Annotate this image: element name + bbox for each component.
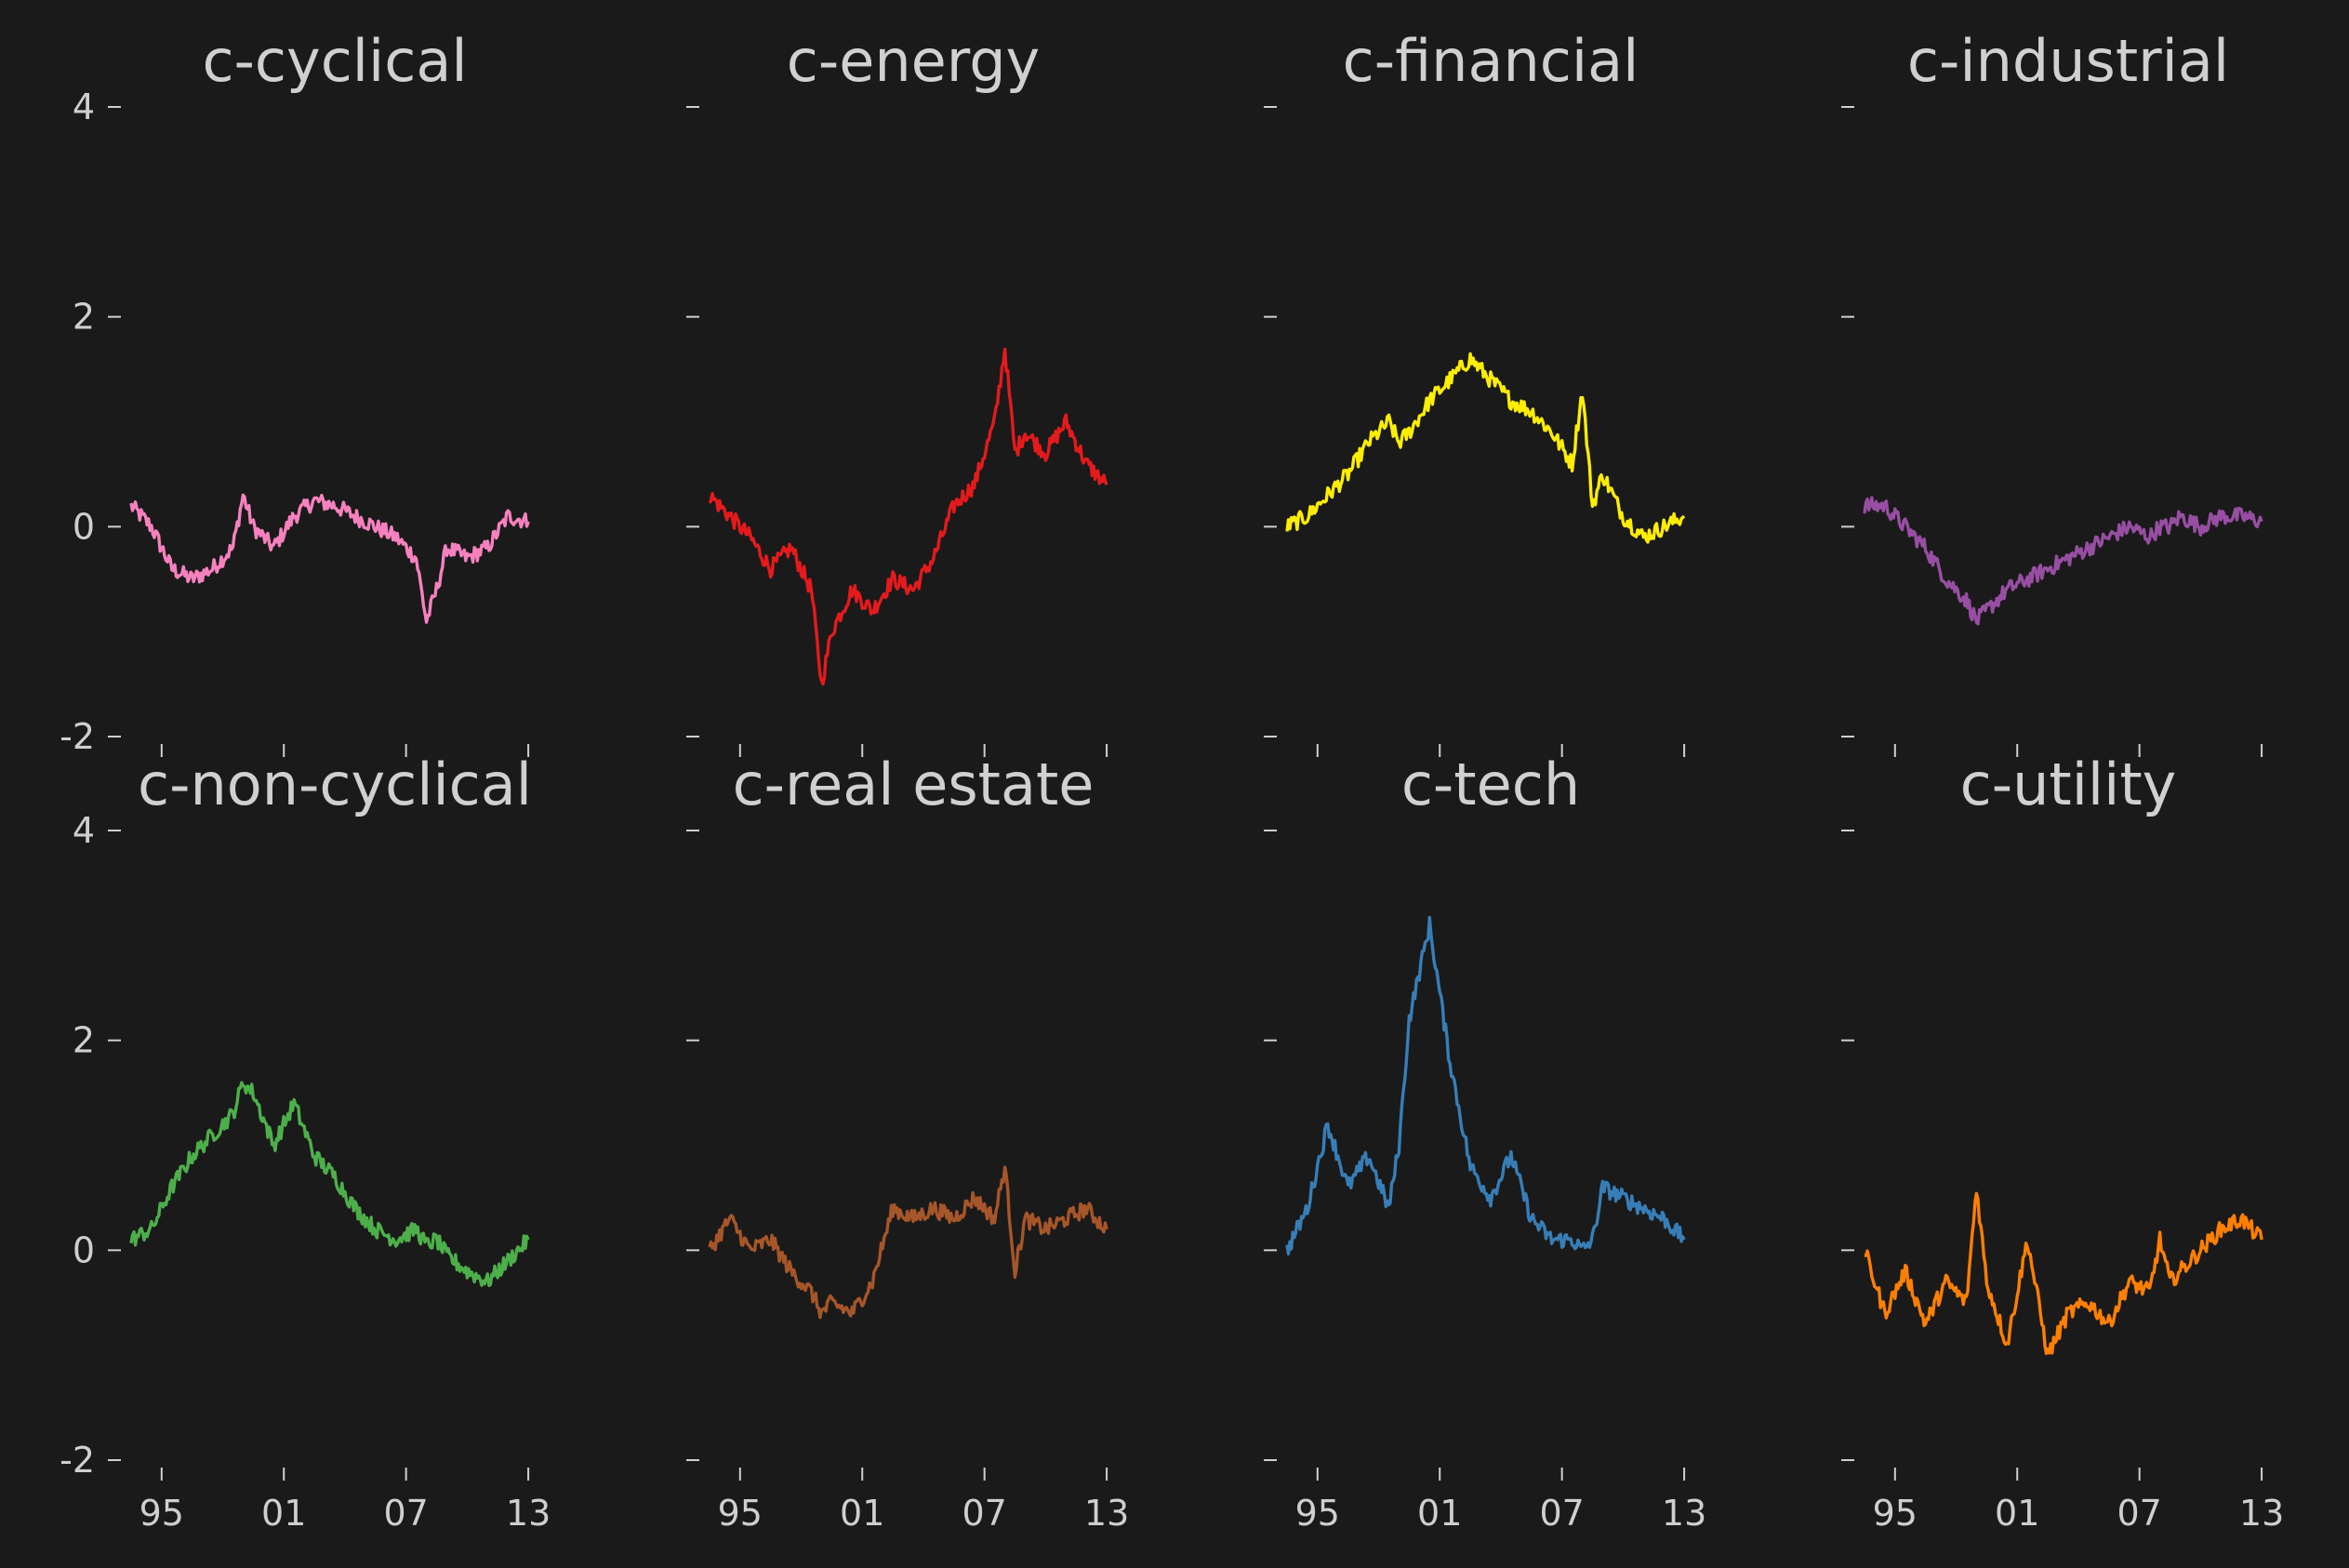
- x-tick-label: 01: [1995, 1493, 2039, 1534]
- panel-c-real-estate: c-real estate 95 01 07 13: [686, 751, 1129, 1534]
- x-tick-label: 13: [1662, 1493, 1706, 1534]
- panel-title: c-financial: [1343, 27, 1639, 95]
- panel-c-utility: c-utility 95 01 07 13: [1841, 751, 2284, 1534]
- panel-title: c-real estate: [733, 751, 1095, 818]
- y-tick-label: 4: [73, 810, 95, 851]
- x-tick-label: 07: [962, 1493, 1006, 1534]
- x-tick-label: 13: [2239, 1493, 2284, 1534]
- series-line: [1285, 352, 1686, 544]
- series-line: [708, 347, 1108, 686]
- panel-c-financial: c-financial: [1264, 27, 1686, 757]
- x-tick-label: 13: [506, 1493, 551, 1534]
- series-line: [1285, 915, 1686, 1256]
- y-tick-label: 2: [73, 1020, 95, 1061]
- series-line: [1864, 1191, 2263, 1356]
- x-tick-label: 01: [840, 1493, 884, 1534]
- panel-title: c-energy: [787, 27, 1041, 95]
- series-line: [708, 1165, 1108, 1320]
- panel-title: c-cyclical: [202, 27, 467, 95]
- panel-title: c-utility: [1960, 751, 2177, 818]
- panel-c-tech: c-tech 95 01 07 13: [1264, 751, 1706, 1534]
- x-tick-label: 95: [1873, 1493, 1918, 1534]
- x-tick-label: 13: [1084, 1493, 1129, 1534]
- series-line: [1863, 496, 2263, 626]
- y-tick-label: -2: [60, 1440, 95, 1481]
- series-line: [129, 493, 530, 624]
- panel-title: c-tech: [1401, 751, 1580, 818]
- panel-title: c-industrial: [1907, 27, 2229, 95]
- x-tick-label: 07: [383, 1493, 428, 1534]
- x-tick-label: 07: [2117, 1493, 2161, 1534]
- x-tick-label: 01: [261, 1493, 306, 1534]
- y-tick-label: 0: [73, 1229, 95, 1270]
- y-tick-label: 0: [73, 506, 95, 547]
- panel-c-energy: c-energy: [686, 27, 1108, 757]
- x-tick-label: 95: [1295, 1493, 1340, 1534]
- panel-c-cyclical: c-cyclical 4 2 0 -2: [60, 27, 530, 757]
- panel-c-non-cyclical: c-non-cyclical 4 2 0 -2 95 01 07 13: [60, 751, 551, 1534]
- y-tick-label: 4: [73, 86, 95, 127]
- y-tick-label: 2: [73, 297, 95, 338]
- series-line: [129, 1081, 530, 1288]
- x-tick-label: 01: [1417, 1493, 1462, 1534]
- x-tick-label: 95: [139, 1493, 184, 1534]
- panel-c-industrial: c-industrial: [1841, 27, 2263, 757]
- x-tick-label: 95: [718, 1493, 763, 1534]
- x-tick-label: 07: [1539, 1493, 1584, 1534]
- y-tick-label: -2: [60, 716, 95, 757]
- panel-title: c-non-cyclical: [138, 751, 532, 818]
